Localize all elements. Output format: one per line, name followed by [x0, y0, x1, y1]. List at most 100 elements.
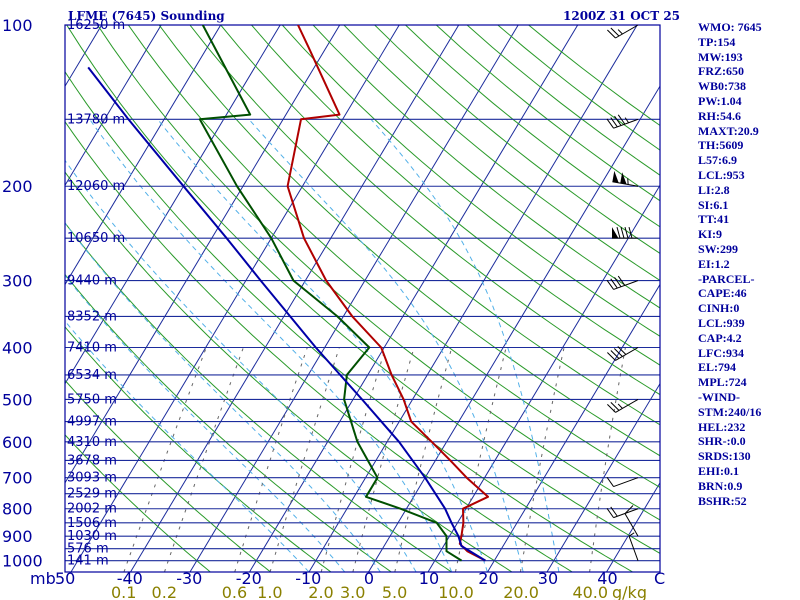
isotherm-line [546, 382, 660, 572]
stat-item: CAPE:46 [698, 286, 747, 301]
dry-adiabat-line [97, 25, 660, 521]
isotherm-line [65, 25, 341, 484]
isotherm-line [249, 25, 579, 572]
mixing-ratio-label: 0.2 [152, 583, 177, 600]
height-label: 13780 m [67, 112, 125, 127]
wind-barb [606, 476, 639, 488]
height-label: 141 m [67, 554, 109, 569]
temperature-tick-label: -20 [236, 569, 262, 588]
temperature-tick-label: 40 [597, 569, 617, 588]
stat-item: KI:9 [698, 227, 722, 242]
dry-adiabat-line [65, 273, 392, 572]
pressure-tick-label: 900 [2, 527, 33, 546]
pressure-tick-label: 100 [2, 16, 33, 35]
dry-adiabat-line [65, 171, 513, 572]
dry-adiabat-line [127, 25, 660, 488]
stat-item: SRDS:130 [698, 449, 751, 464]
height-label: 2002 m [67, 502, 117, 517]
mixing-ratio-line [123, 347, 207, 572]
height-label: 7410 m [67, 340, 117, 355]
mixing-ratio-label: 0.1 [111, 583, 136, 600]
stat-item: WMO: 7645 [698, 20, 762, 34]
dry-adiabat-line [189, 25, 660, 426]
height-label: 16250 m [67, 18, 125, 33]
wind-barb [606, 506, 639, 519]
wind-barb [607, 24, 639, 39]
stat-item: MAXT:20.9 [698, 123, 759, 138]
stat-item: LCL:953 [698, 167, 745, 182]
mixing-ratio-label: 2.0 [308, 583, 333, 600]
stat-item: MPL:724 [698, 375, 747, 390]
stat-item: LI:2.8 [698, 182, 730, 197]
moist-adiabat-line [65, 320, 310, 572]
stat-item: STM:240/16 [698, 404, 762, 419]
temperature-tick-label: -30 [176, 569, 202, 588]
mixing-ratio-line [394, 347, 453, 572]
wind-barb [624, 505, 639, 537]
pressure-tick-label: 300 [2, 272, 33, 291]
isotherm-line [130, 25, 460, 572]
dry-adiabat-line [65, 434, 211, 572]
height-label: 9440 m [67, 274, 117, 289]
stat-item: L57:6.9 [698, 153, 737, 168]
dry-adiabat-line [65, 326, 332, 572]
mixing-ratio-label: 1.0 [257, 583, 282, 600]
pressure-tick-label: 600 [2, 433, 33, 452]
height-label: 10650 m [67, 231, 125, 246]
wind-barb [606, 114, 639, 129]
mixing-ratio-label: 10.0 [438, 583, 474, 600]
mixing-ratio-line [234, 347, 308, 572]
dry-adiabat-line [281, 25, 660, 337]
height-label: 576 m [67, 542, 109, 557]
temperature-tick-label: -40 [117, 569, 143, 588]
dry-adiabat-line [158, 25, 660, 457]
pressure-tick-label: 800 [2, 500, 33, 519]
degree-c-label: C [654, 569, 665, 588]
sounding-time: 1200Z 31 OCT 25 [563, 9, 680, 23]
mixing-ratio-line [269, 347, 340, 572]
sounding-indices-panel: WMO: 7645 TP:154 MW:193 FRZ:650 WB0:738 PW:1.… [698, 20, 762, 508]
temperature-tick-label: 20 [478, 569, 498, 588]
temperature-tick-label: -10 [295, 569, 321, 588]
dry-adiabat-line [66, 25, 660, 554]
dry-adiabat-line [312, 25, 660, 309]
moist-adiabat-line [65, 274, 346, 572]
pressure-tick-label: 500 [2, 390, 33, 409]
pressure-tick-label: 1000 [2, 552, 43, 571]
wind-barb [607, 398, 639, 413]
parcel-line [87, 66, 486, 562]
stat-item: -WIND- [698, 389, 740, 404]
height-label: 1030 m [67, 529, 117, 544]
chart-title: LFME (7645) Sounding [68, 9, 225, 23]
stat-item: CINH:0 [698, 301, 740, 316]
stat-item: CAP:4.2 [698, 330, 742, 345]
stat-item: BSHR:52 [698, 493, 747, 508]
stat-item: SI:6.1 [698, 197, 729, 212]
height-label: 5750 m [67, 392, 117, 407]
pressure-tick-label: 700 [2, 469, 33, 488]
stat-item: SW:299 [698, 241, 739, 256]
height-label: 3678 m [67, 453, 117, 468]
isotherm-line [70, 25, 400, 572]
isotherm-line [65, 25, 162, 187]
pressure-tick-label: 400 [2, 338, 33, 357]
isotherm-line [189, 25, 519, 572]
height-label: 1506 m [67, 516, 117, 531]
dry-adiabat-line [220, 25, 660, 396]
stat-item: EHI:0.1 [698, 463, 740, 478]
height-label: 4997 m [67, 415, 117, 430]
stat-item: LCL:939 [698, 315, 745, 330]
stat-item: BRN:0.9 [698, 478, 743, 493]
height-label: 2529 m [67, 487, 117, 502]
isotherm-line [65, 25, 222, 286]
stat-item: -PARCEL- [698, 271, 755, 286]
isotherm-line [427, 184, 660, 572]
dry-adiabat-line [65, 379, 272, 572]
stat-item: WB0:738 [698, 79, 746, 94]
mixing-ratio-label: 20.0 [503, 583, 539, 600]
moist-adiabat-line [65, 159, 417, 572]
temperature-line [286, 25, 489, 562]
mixing-ratio-line [520, 347, 565, 572]
height-label: 12060 m [67, 179, 125, 194]
dry-adiabat-line [251, 25, 660, 366]
